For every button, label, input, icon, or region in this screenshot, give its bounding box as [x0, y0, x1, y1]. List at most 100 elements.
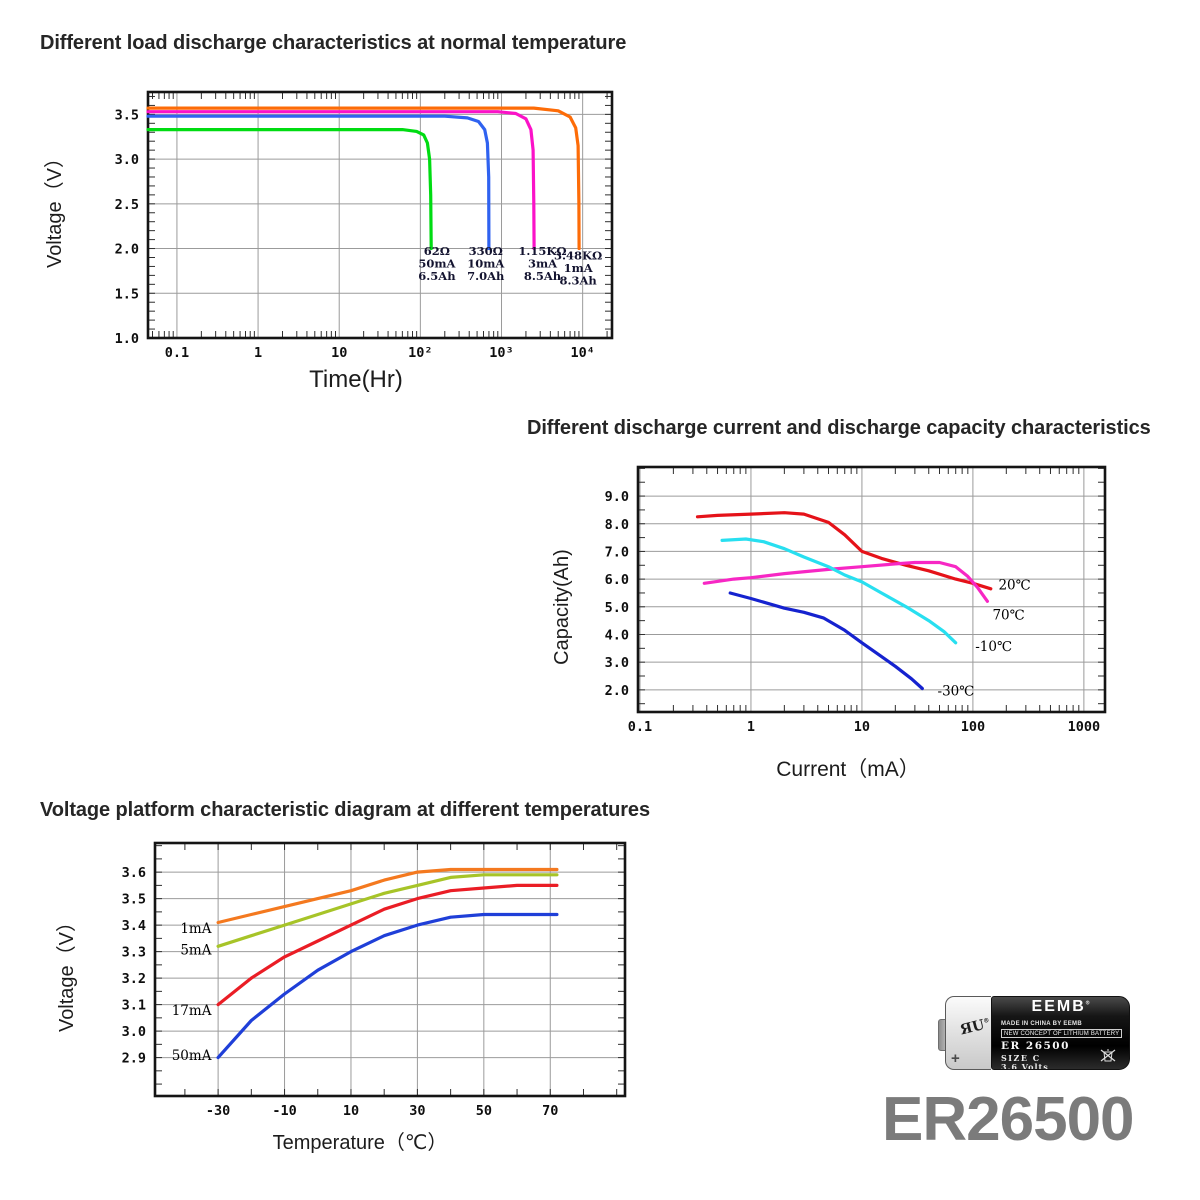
curve-annotation: 1mA: [564, 261, 594, 275]
y-tick-label: 4.0: [605, 627, 629, 643]
y-tick-label: 2.5: [115, 197, 139, 213]
plus-terminal-sign: +: [951, 1050, 960, 1067]
y-tick-label: 3.0: [115, 152, 139, 168]
curve-annotation: 62Ω: [424, 244, 450, 258]
y-tick-label: 3.0: [605, 655, 629, 671]
x-tick-label: 0.1: [628, 719, 652, 735]
series-62ohm-50mA: [146, 127, 433, 251]
x-tick-label: -10: [272, 1103, 296, 1119]
y-tick-label: 3.4: [122, 918, 146, 934]
x-tick-label: 30: [409, 1103, 425, 1119]
curve-annotation: 50mA: [172, 1048, 212, 1064]
y-tick-label: 7.0: [605, 544, 629, 560]
x-tick-label: 1000: [1068, 719, 1101, 735]
y-tick-label: 9.0: [605, 489, 629, 505]
series-3.48kohm-1mA: [146, 106, 581, 251]
chart2-x-axis-label: Current（mA）: [776, 758, 920, 781]
plot-area: [146, 90, 614, 340]
plot-area: [636, 465, 1107, 714]
battery-model-label: ER 26500: [1001, 1040, 1070, 1052]
y-tick-label: 3.5: [115, 107, 139, 123]
curve-annotation: 1.15KΩ: [518, 244, 566, 258]
curve-annotation: 20℃: [998, 578, 1030, 594]
curve-annotation: -30℃: [938, 683, 975, 699]
series-50mA: [216, 912, 559, 1060]
chart1-x-axis-label: Time(Hr): [309, 366, 403, 393]
curve-annotation: 70℃: [992, 607, 1024, 623]
plot-area: [153, 841, 627, 1098]
made-in-text: MADE IN CHINA BY EEMB: [1001, 1021, 1082, 1027]
y-tick-label: 3.6: [122, 865, 146, 881]
brand-logo: EEMB®: [1031, 998, 1090, 1015]
chart2-y-axis-label: Capacity(Ah): [551, 549, 573, 665]
x-tick-label: 10: [854, 719, 870, 735]
curve-annotation: 8.5Ah: [524, 269, 562, 283]
x-tick-label: 10⁴: [570, 345, 594, 361]
curve-annotation: 7.0Ah: [467, 269, 505, 283]
battery-body: EEMB® MADE IN CHINA BY EEMB NEW CONCEPT …: [991, 996, 1130, 1070]
y-tick-label: 3.1: [122, 998, 146, 1014]
y-tick-label: 2.9: [122, 1051, 146, 1067]
series-1mA: [216, 867, 559, 925]
x-tick-label: 10: [331, 345, 347, 361]
series--10C: [720, 537, 958, 645]
curve-annotation: 330Ω: [469, 244, 503, 258]
chart2-current-capacity-plot: 0.1 1 10 100 1000 2.0 3.0 4.0 5.0 6.0 7.0 8.0 9.0 20℃…: [605, 465, 1107, 735]
series-5mA: [216, 873, 559, 948]
y-tick-label: 8.0: [605, 517, 629, 533]
y-tick-label: 3.3: [122, 945, 146, 961]
series-70C: [702, 560, 989, 603]
x-tick-label: 10³: [489, 345, 513, 361]
series-17mA: [216, 883, 559, 1007]
y-tick-label: 3.5: [122, 892, 146, 908]
chart2-title: Different discharge current and discharg…: [527, 417, 1151, 439]
curve-annotation: 6.5Ah: [418, 269, 456, 283]
ul-mark: ЯU®: [958, 1016, 991, 1039]
chart1-title: Different load discharge characteristics…: [40, 32, 627, 54]
slogan-text: NEW CONCEPT OF LITHIUM BATTERY: [1001, 1029, 1123, 1038]
x-tick-label: 0.1: [165, 345, 189, 361]
x-tick-label: 70: [542, 1103, 558, 1119]
x-tick-label: 10: [343, 1103, 359, 1119]
curve-annotation: 5mA: [180, 942, 211, 958]
chart1-y-axis-label: Voltage（V）: [44, 147, 66, 269]
curve-annotation: 10mA: [467, 256, 505, 270]
chart3-y-axis-label: Voltage（V）: [56, 911, 78, 1033]
curve-annotation: 17mA: [172, 1003, 212, 1019]
x-tick-label: 1: [747, 719, 755, 735]
series-20C: [695, 511, 993, 591]
x-tick-label: 1: [254, 345, 262, 361]
crossed-bin-icon: [1100, 1049, 1116, 1062]
y-tick-label: 6.0: [605, 572, 629, 588]
chart3-x-axis-label: Temperature（℃）: [272, 1132, 448, 1154]
y-tick-label: 2.0: [115, 242, 139, 258]
battery-model-big-text: ER26500: [882, 1085, 1135, 1154]
curve-annotation: 3mA: [528, 256, 558, 270]
y-tick-label: 3.2: [122, 971, 146, 987]
y-tick-label: 3.0: [122, 1024, 146, 1040]
series-1.15kohm-3mA: [146, 110, 536, 251]
y-tick-label: 5.0: [605, 600, 629, 616]
chart3-title: Voltage platform characteristic diagram …: [40, 799, 650, 821]
battery-image: ЯU® + EEMB® MADE IN CHINA BY EEMB NEW CO…: [938, 996, 1130, 1070]
series--30C: [728, 591, 924, 691]
curve-annotation: 3.48KΩ: [554, 248, 602, 262]
x-tick-label: 10²: [408, 345, 432, 361]
y-tick-label: 2.0: [605, 683, 629, 699]
curve-annotation: -10℃: [975, 639, 1012, 655]
y-tick-label: 1.5: [115, 286, 139, 302]
chart1-load-discharge-plot: 0.1 1 10 10² 10³ 10⁴ 1.0 1.5 2.0 2.5 3.0 3.5 62Ω50mA…: [115, 90, 614, 361]
y-tick-label: 1.0: [115, 331, 139, 347]
x-tick-label: 100: [961, 719, 985, 735]
battery-size-label: SIZE C: [1001, 1053, 1041, 1063]
series-330ohm-10mA: [146, 114, 491, 251]
curve-annotation: 8.3Ah: [559, 273, 597, 287]
curve-annotation: 1mA: [180, 921, 211, 937]
battery-positive-cap: ЯU® +: [945, 996, 991, 1070]
curve-annotation: 50mA: [418, 256, 456, 270]
x-tick-label: -30: [206, 1103, 230, 1119]
x-tick-label: 50: [476, 1103, 492, 1119]
chart3-voltage-temperature-plot: -30 -10 10 30 50 70 2.9 3.0 3.1 3.2 3.3 3.4 3.5 3.6 1m…: [122, 841, 627, 1119]
battery-voltage-label: 3.6 Volts: [1001, 1062, 1049, 1070]
